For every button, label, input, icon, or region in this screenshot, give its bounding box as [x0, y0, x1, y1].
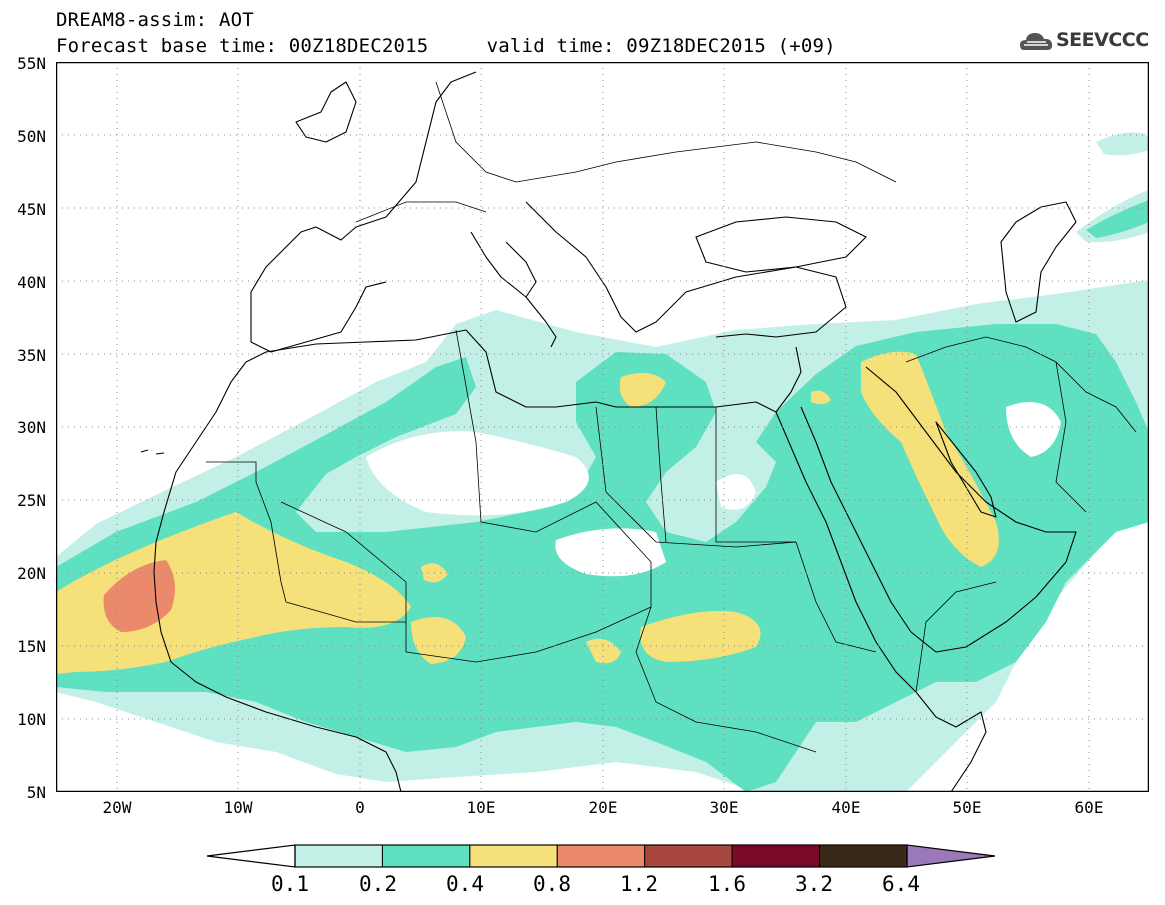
colorbar-swatch-2	[469, 844, 558, 868]
lon-label-10e: 10E	[466, 798, 496, 817]
lon-label-0: 0	[355, 798, 365, 817]
lon-label-20w: 20W	[102, 798, 132, 817]
clear-areas	[366, 402, 1061, 577]
aot-contour-0-8	[103, 560, 175, 632]
colorbar-swatch-5	[731, 844, 821, 868]
colorbar-label-3-2: 3.2	[795, 872, 833, 896]
aot-contour-0-4	[56, 351, 999, 674]
colorbar-swatch-3	[556, 844, 646, 868]
lat-label-20n: 20N	[17, 564, 46, 583]
colorbar-label-0-4: 0.4	[446, 872, 484, 896]
lon-label-40e: 40E	[831, 798, 861, 817]
map-title: DREAM8-assim: AOT	[56, 9, 254, 31]
lat-label-55n: 55N	[17, 54, 46, 73]
colorbar-label-1-6: 1.6	[708, 872, 746, 896]
lat-label-50n: 50N	[17, 127, 46, 146]
lat-label-25n: 25N	[17, 491, 46, 510]
seevccc-logo: SEEVCCC	[1056, 29, 1149, 51]
colorbar-label-0-2: 0.2	[359, 872, 397, 896]
colorbar-label-0-8: 0.8	[533, 872, 571, 896]
lat-label-5n: 5N	[26, 783, 46, 802]
colorbar-label-1-2: 1.2	[620, 872, 658, 896]
colorbar-swatch-1	[381, 844, 471, 868]
graticule	[56, 62, 1149, 792]
colorbar-extend-high	[907, 845, 995, 867]
lon-label-20e: 20E	[588, 798, 618, 817]
lat-label-30n: 30N	[17, 418, 46, 437]
lon-label-50e: 50E	[952, 798, 982, 817]
lat-label-35n: 35N	[17, 346, 46, 365]
colorbar-extend-low	[207, 845, 295, 867]
lat-label-10n: 10N	[17, 710, 46, 729]
colorbar-label-6-4: 6.4	[882, 872, 920, 896]
country-borders	[206, 81, 1137, 753]
colorbar-swatch-0	[294, 844, 383, 868]
lat-label-40n: 40N	[17, 273, 46, 292]
coastlines	[140, 71, 1077, 792]
lat-label-15n: 15N	[17, 637, 46, 656]
lon-label-30e: 30E	[709, 798, 739, 817]
lat-label-45n: 45N	[17, 200, 46, 219]
lon-label-60e: 60E	[1074, 798, 1104, 817]
cloud-icon	[1020, 33, 1053, 50]
lon-label-10w: 10W	[223, 798, 253, 817]
aot-map	[56, 62, 1149, 792]
colorbar-label-0-1: 0.1	[271, 872, 309, 896]
colorbar-swatch-6	[819, 844, 908, 868]
colorbar	[206, 844, 996, 868]
colorbar-swatch-4	[644, 844, 733, 868]
map-subtitle-times: Forecast base time: 00Z18DEC2015 valid t…	[56, 35, 836, 57]
